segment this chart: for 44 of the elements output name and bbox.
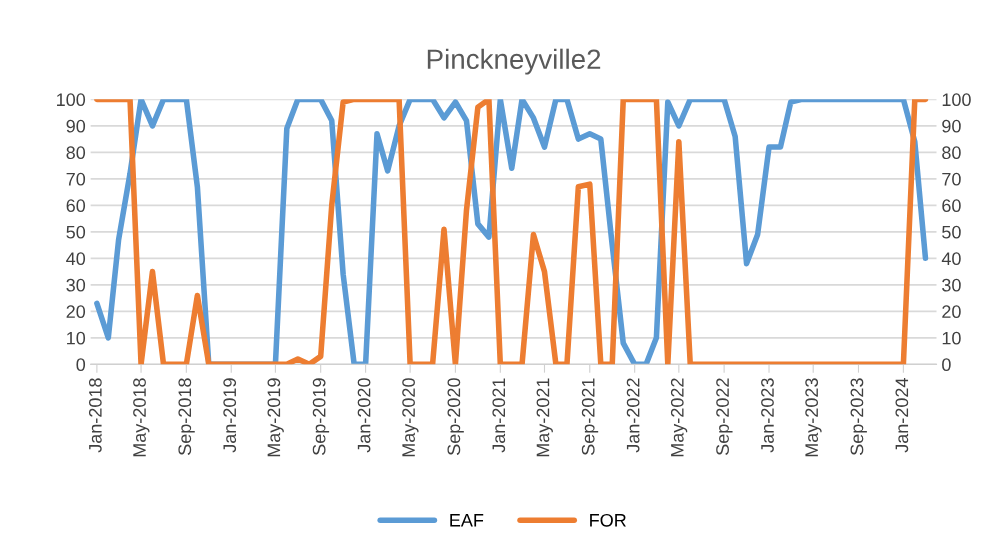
y2-tick-label: 10 <box>942 331 961 345</box>
y2-tick-label: 60 <box>942 199 961 213</box>
y2-tick-label: 70 <box>942 172 961 186</box>
x-tick-label: Jan-2018 <box>88 378 102 453</box>
x-tick-label: Sep-2022 <box>716 378 733 455</box>
x-tick-label: Jan-2024 <box>895 378 909 453</box>
y2-tick-label: 40 <box>941 252 961 266</box>
y-tick-label: 50 <box>66 225 86 239</box>
x-tick-label: Sep-2019 <box>312 378 330 455</box>
x-tick-label: May-2020 <box>402 378 419 457</box>
y-tick-label: 90 <box>66 119 86 133</box>
y-tick-label: 10 <box>67 331 86 345</box>
y-tick-label: 80 <box>66 146 86 160</box>
y2-tick-label: 0 <box>942 358 951 372</box>
y-tick-label: 30 <box>66 278 86 292</box>
legend-label: FOR <box>590 513 626 527</box>
y-tick-label: 70 <box>66 172 86 186</box>
y2-tick-label: 20 <box>942 305 961 319</box>
y2-tick-label: 30 <box>942 278 961 292</box>
x-tick-label: Sep-2018 <box>178 378 195 455</box>
y-tick-label: 60 <box>66 199 86 213</box>
x-tick-label: Jan-2021 <box>492 378 506 453</box>
y2-tick-label: 90 <box>942 119 961 133</box>
y-tick-label: 40 <box>66 252 86 266</box>
y2-tick-label: 50 <box>942 225 961 239</box>
y-tick-label: 100 <box>57 93 86 107</box>
y2-tick-label: 80 <box>942 146 961 160</box>
y2-tick-label: 100 <box>942 93 971 107</box>
x-tick-label: Sep-2020 <box>447 378 464 455</box>
x-tick-label: May-2021 <box>536 378 553 457</box>
x-tick-label: Jan-2022 <box>626 378 640 453</box>
x-tick-label: Sep-2023 <box>850 378 867 455</box>
x-tick-label: Jan-2019 <box>223 378 237 453</box>
x-tick-label: Jan-2023 <box>761 378 774 453</box>
x-tick-label: May-2019 <box>267 378 284 457</box>
x-tick-label: Jan-2020 <box>357 378 371 453</box>
chart-title: Pinckneyville2 <box>427 48 601 75</box>
x-tick-label: May-2018 <box>133 378 150 457</box>
x-tick-label: May-2022 <box>670 378 688 457</box>
legend-label: EAF <box>450 514 484 527</box>
x-tick-label: May-2023 <box>805 378 822 457</box>
y-tick-label: 0 <box>76 358 86 372</box>
x-tick-label: Sep-2021 <box>581 378 599 455</box>
y-tick-label: 20 <box>66 305 86 319</box>
